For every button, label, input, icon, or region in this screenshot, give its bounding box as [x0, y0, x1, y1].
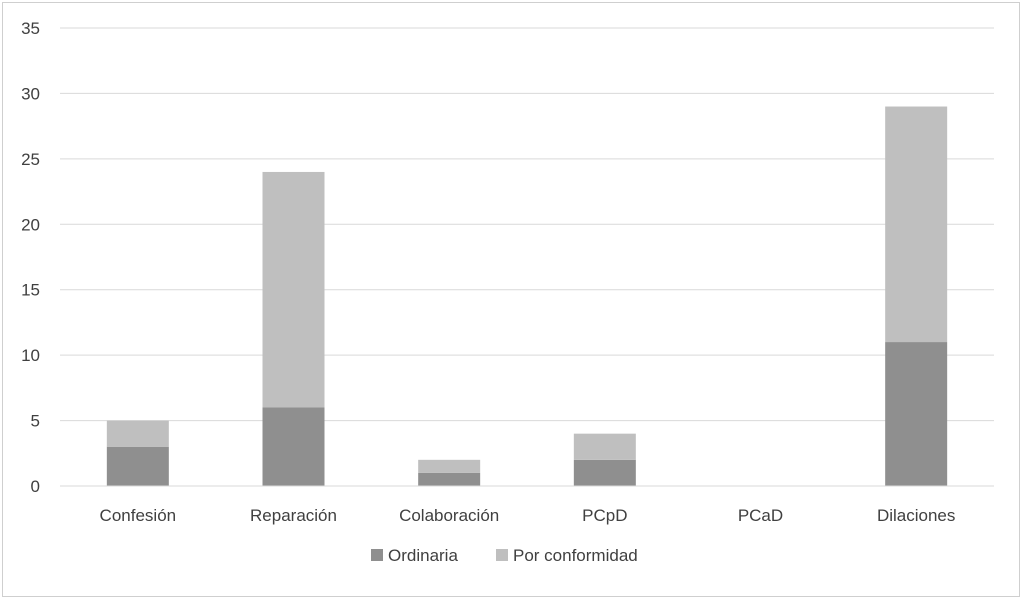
bar-segment	[106, 420, 169, 447]
y-tick-label: 20	[21, 215, 40, 234]
y-tick-label: 35	[21, 19, 40, 38]
y-tick-label: 5	[31, 412, 40, 431]
x-axis-labels: Confesión Reparación Colaboración PCpD PCaD D…	[100, 506, 956, 525]
legend-swatch	[371, 549, 383, 561]
bar-segment	[573, 459, 636, 486]
bar-segment	[418, 459, 481, 473]
y-tick-label: 15	[21, 281, 40, 300]
y-axis-ticks: 0 5 10 15 20 25 30 35	[21, 19, 40, 496]
y-tick-label: 10	[21, 346, 40, 365]
bar-segment	[262, 171, 325, 408]
x-tick-label: Confesión	[100, 506, 177, 525]
x-tick-label: PCpD	[582, 506, 627, 525]
y-tick-label: 30	[21, 84, 40, 103]
bars	[106, 106, 948, 486]
legend-label: Por conformidad	[513, 546, 638, 565]
bar-segment	[106, 446, 169, 486]
bar-segment	[573, 433, 636, 460]
bar-segment	[262, 407, 325, 486]
bar-segment	[885, 342, 948, 486]
bar-segment	[418, 472, 481, 486]
legend: Ordinaria Por conformidad	[371, 546, 638, 565]
gridlines	[60, 27, 994, 422]
y-tick-label: 0	[31, 477, 40, 496]
legend-label: Ordinaria	[388, 546, 458, 565]
x-tick-label: Dilaciones	[877, 506, 955, 525]
stacked-bar-chart: 0 5 10 15 20 25 30 35 Confesión Reparación Colabo…	[21, 19, 994, 565]
y-tick-label: 25	[21, 150, 40, 169]
x-tick-label: Reparación	[250, 506, 337, 525]
x-tick-label: PCaD	[738, 506, 783, 525]
legend-swatch	[496, 549, 508, 561]
x-tick-label: Colaboración	[399, 506, 499, 525]
bar-segment	[885, 106, 948, 343]
